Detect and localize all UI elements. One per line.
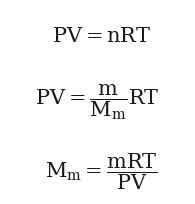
Text: $\mathrm{PV = \dfrac{m}{M_m}RT}$: $\mathrm{PV = \dfrac{m}{M_m}RT}$ xyxy=(35,82,160,122)
Text: $\mathrm{PV = nRT}$: $\mathrm{PV = nRT}$ xyxy=(52,27,151,46)
Text: $\mathrm{M_m = \dfrac{mRT}{PV}}$: $\mathrm{M_m = \dfrac{mRT}{PV}}$ xyxy=(45,151,158,192)
